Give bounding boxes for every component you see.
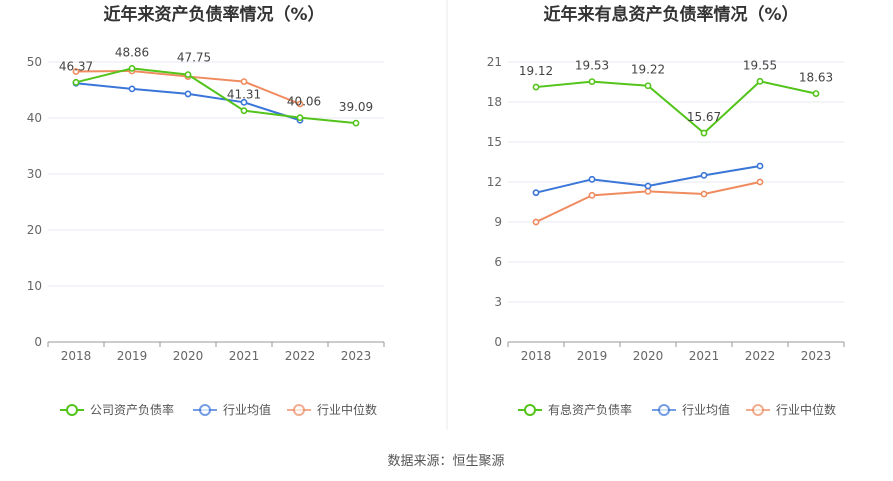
data-label: 48.86: [115, 45, 149, 59]
data-point: [352, 119, 360, 127]
data-point: [532, 189, 540, 197]
data-label: 39.09: [339, 100, 373, 114]
data-point: [72, 68, 80, 75]
chart-title: 近年来资产负债率情况（%）: [103, 4, 324, 25]
legend-swatch-marker: [199, 404, 211, 416]
x-tick-label: 2023: [341, 349, 372, 363]
legend-swatch-marker: [752, 404, 764, 416]
data-point: [128, 64, 136, 72]
x-tick-label: 2023: [801, 349, 832, 363]
legend-item[interactable]: 行业均值: [652, 402, 730, 417]
debt-ratio-chart: 近年来资产负债率情况（%） 0 10 20 30 40 50 2018 2019 2020 2021…: [27, 4, 385, 417]
data-point: [240, 78, 248, 85]
legend-item[interactable]: 行业中位数: [287, 402, 377, 417]
x-tick-label: 2022: [285, 349, 316, 363]
x-tick-label: 2022: [745, 349, 776, 363]
y-tick-label: 12: [487, 175, 502, 189]
data-label: 15.67: [687, 110, 721, 124]
y-tick-label: 50: [27, 55, 42, 69]
y-tick-label: 6: [494, 255, 502, 269]
legend-label: 公司资产负债率: [90, 402, 174, 417]
data-point: [700, 171, 708, 179]
data-point: [588, 78, 596, 85]
data-point: [296, 114, 304, 122]
legend-label: 行业均值: [682, 402, 730, 417]
legend-item[interactable]: 有息资产负债率: [518, 402, 632, 417]
data-point: [240, 107, 248, 115]
y-tick-label: 0: [34, 335, 42, 349]
data-label: 46.37: [59, 59, 93, 73]
y-tick-label: 9: [494, 215, 502, 229]
series-line: [75, 82, 301, 122]
y-tick-label: 18: [487, 95, 502, 109]
data-label: 19.12: [519, 64, 553, 78]
data-point: [756, 77, 764, 85]
x-tick-label: 2021: [229, 349, 260, 363]
data-label: 41.31: [227, 88, 261, 102]
data-point: [296, 100, 304, 108]
series-line: [535, 80, 817, 135]
y-tick-label: 30: [27, 167, 42, 181]
y-tick-label: 3: [494, 295, 502, 309]
legend-swatch-marker: [66, 404, 78, 416]
x-tick-label: 2020: [173, 349, 204, 363]
x-tick-label: 2019: [577, 349, 608, 363]
legend-swatch-marker: [524, 404, 536, 416]
data-label: 19.55: [743, 58, 777, 72]
data-point: [812, 90, 820, 97]
data-point: [700, 129, 708, 137]
data-point: [588, 175, 596, 183]
legend-label: 行业中位数: [317, 402, 377, 417]
data-point: [644, 82, 652, 90]
data-source-note: 数据来源：恒生聚源: [387, 454, 504, 469]
legend-swatch-marker: [293, 404, 305, 416]
data-label: 40.06: [287, 95, 321, 109]
y-tick-label: 20: [27, 223, 42, 237]
data-label: 18.63: [799, 71, 833, 85]
data-point: [756, 178, 764, 186]
data-point: [644, 182, 652, 190]
y-tick-label: 10: [27, 279, 42, 293]
chart-title: 近年来有息资产负债率情况（%）: [543, 4, 798, 25]
series-line: [75, 67, 357, 125]
data-point: [532, 218, 540, 226]
legend-swatch-marker: [658, 404, 670, 416]
legend-item[interactable]: 行业均值: [193, 402, 271, 417]
y-tick-label: 21: [487, 55, 502, 69]
y-tick-label: 0: [494, 335, 502, 349]
legend-item[interactable]: 公司资产负债率: [60, 402, 174, 417]
legend-label: 有息资产负债率: [548, 402, 632, 417]
data-point: [700, 190, 708, 198]
data-point: [184, 90, 192, 98]
data-point: [644, 187, 652, 195]
data-point: [128, 85, 136, 93]
data-label: 19.53: [575, 59, 609, 73]
y-tick-label: 40: [27, 111, 42, 125]
data-point: [588, 191, 596, 199]
data-point: [184, 71, 192, 78]
x-tick-label: 2020: [633, 349, 664, 363]
x-tick-label: 2021: [689, 349, 720, 363]
x-tick-label: 2019: [117, 349, 148, 363]
data-label: 47.75: [177, 51, 211, 65]
data-point: [72, 78, 80, 86]
legend-label: 行业均值: [223, 402, 271, 417]
x-tick-label: 2018: [61, 349, 92, 363]
interest-bearing-debt-ratio-chart: 近年来有息资产负债率情况（%） 0 3 6 9 12 15 18 21 2018 2019 2020 2…: [487, 4, 845, 417]
data-label: 19.22: [631, 63, 665, 77]
legend-label: 行业中位数: [776, 402, 836, 417]
x-tick-label: 2018: [521, 349, 552, 363]
data-point: [240, 98, 248, 106]
y-tick-label: 15: [487, 135, 502, 149]
legend-item[interactable]: 行业中位数: [746, 402, 836, 417]
data-point: [532, 83, 540, 91]
data-point: [756, 162, 764, 170]
